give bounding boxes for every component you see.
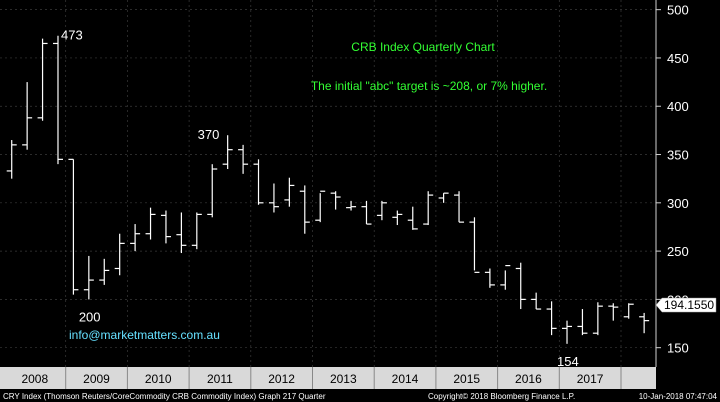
- ohlc-bar: [608, 303, 619, 321]
- ohlc-bar: [52, 35, 63, 165]
- y-tick-label: 300: [667, 196, 689, 211]
- ohlc-bar: [6, 140, 17, 179]
- last-value-tag: 194.1550: [655, 297, 717, 313]
- x-axis-labels: 2008 2009 2010 2011 2012 2013 2014 2015 2016 2017: [21, 367, 622, 389]
- y-axis-ticks: 150200250300350400450500: [656, 3, 689, 356]
- ohlc-bar: [454, 191, 465, 223]
- x-tick-label: 2016: [515, 372, 542, 386]
- ohlc-bar: [376, 200, 387, 221]
- gridlines: [0, 0, 656, 367]
- ohlc-bar: [207, 164, 218, 218]
- footer-timestamp: 10-Jan-2018 07:47:04: [639, 392, 718, 401]
- ohlc-bar: [191, 212, 202, 250]
- y-tick-label: 500: [667, 3, 689, 18]
- ohlc-bar: [577, 309, 588, 336]
- last-value-tag-shape: [655, 297, 717, 313]
- price-annotations: 473 370 200 154: [61, 28, 579, 369]
- ohlc-bar: [145, 207, 156, 240]
- ohlc-bars: [6, 35, 650, 344]
- ohlc-bar: [22, 82, 33, 150]
- x-tick-label: 2009: [83, 372, 110, 386]
- ohlc-bar: [68, 158, 79, 295]
- ohlc-bar: [37, 38, 48, 121]
- x-tick-label: 2008: [21, 372, 48, 386]
- y-tick-label: 150: [667, 341, 689, 356]
- ohlc-bar: [515, 262, 526, 310]
- footer-source: CRY Index (Thomson Reuters/CoreCommodity…: [3, 392, 326, 401]
- ohlc-bar: [222, 135, 233, 170]
- ohlc-bar: [531, 292, 542, 310]
- ohlc-bar: [268, 183, 279, 213]
- ohlc-bar: [176, 212, 187, 254]
- chart-subtitle: The initial "abc" target is ~208, or 7% …: [311, 79, 547, 93]
- ohlc-bar: [160, 210, 171, 244]
- y-tick-label: 350: [667, 148, 689, 163]
- ohlc-bar: [484, 268, 495, 288]
- x-tick-label: 2011: [207, 372, 233, 386]
- ohlc-bar: [546, 301, 557, 336]
- chart-title: CRB Index Quarterly Chart: [351, 40, 495, 54]
- ohlc-bar: [299, 185, 310, 234]
- ohlc-bar: [361, 200, 372, 225]
- ohlc-bar: [346, 200, 357, 211]
- ohlc-bar: [130, 224, 141, 252]
- footer-copyright: Copyright© 2018 Bloomberg Finance L.P.: [428, 392, 575, 401]
- x-tick-label: 2012: [268, 372, 295, 386]
- y-tick-label: 400: [667, 99, 689, 114]
- ohlc-bar: [330, 191, 341, 210]
- ohlc-bar: [114, 233, 125, 276]
- price-annotation: 154: [557, 354, 579, 369]
- ohlc-bar: [392, 210, 403, 226]
- ohlc-bar: [253, 159, 264, 205]
- ohlc-bar: [83, 255, 94, 300]
- ohlc-bar: [407, 206, 418, 230]
- ohlc-bar: [639, 312, 650, 334]
- website-annotation: info@marketmatters.com.au: [69, 328, 220, 342]
- price-annotation: 200: [79, 309, 101, 324]
- x-tick-label: 2014: [392, 372, 419, 386]
- ohlc-bar: [623, 303, 634, 319]
- ohlc-bar: [592, 302, 603, 336]
- footer-bar: [0, 389, 720, 402]
- y-tick-label: 450: [667, 51, 689, 66]
- x-tick-label: 2013: [330, 372, 357, 386]
- ohlc-bar: [238, 144, 249, 174]
- ohlc-bar: [423, 191, 434, 226]
- x-tick-label: 2010: [145, 372, 172, 386]
- price-annotation: 473: [61, 28, 83, 43]
- ohlc-bar: [469, 217, 480, 273]
- ohlc-bar: [562, 320, 573, 344]
- price-annotation: 370: [198, 127, 220, 142]
- ohlc-bar: [500, 264, 511, 290]
- x-axis-band: [0, 367, 656, 389]
- ohlc-bar: [438, 192, 449, 203]
- x-tick-label: 2015: [453, 372, 480, 386]
- ohlc-bar: [315, 190, 326, 223]
- ohlc-bar: [284, 177, 295, 207]
- last-value-label: 194.1550: [664, 298, 714, 312]
- y-tick-label: 250: [667, 244, 689, 259]
- ohlc-bar: [99, 258, 110, 285]
- x-tick-label: 2017: [577, 372, 604, 386]
